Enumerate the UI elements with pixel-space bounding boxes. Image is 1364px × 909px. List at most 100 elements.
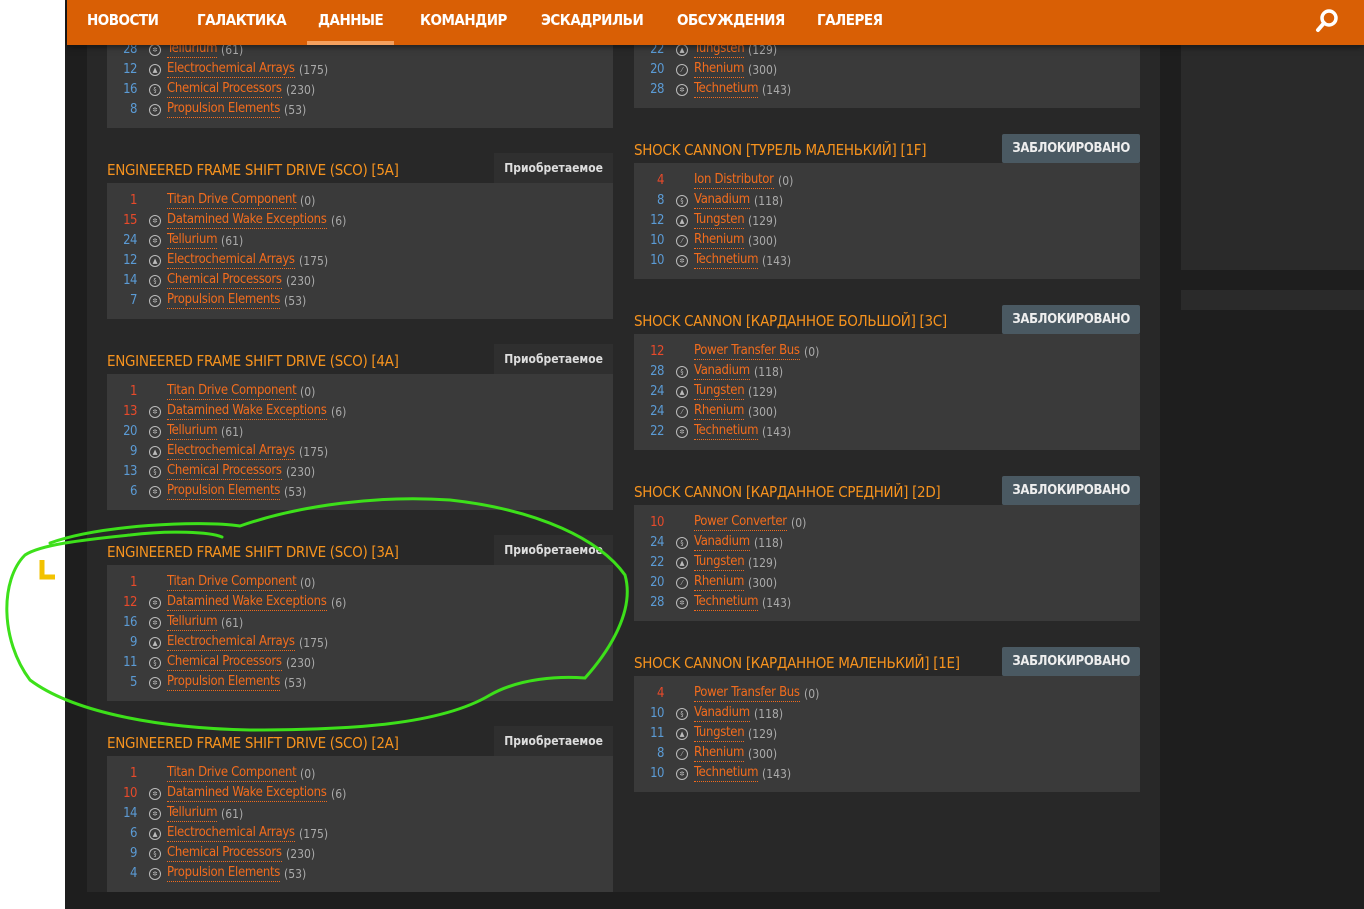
material-name[interactable]: Electrochemical Arrays <box>167 443 295 458</box>
material-name[interactable]: Tungsten <box>694 212 745 227</box>
material-link[interactable]: Rhenium <box>694 744 744 762</box>
material-name[interactable]: Propulsion Elements <box>167 292 281 307</box>
material-link[interactable]: Tellurium <box>167 613 218 631</box>
material-name[interactable]: Tellurium <box>167 614 218 629</box>
material-link[interactable]: Electrochemical Arrays <box>167 251 295 269</box>
material-name[interactable]: Propulsion Elements <box>167 674 281 689</box>
material-link[interactable]: Rhenium <box>694 60 744 78</box>
material-link[interactable]: Technetium <box>694 593 759 611</box>
material-link[interactable]: Datamined Wake Exceptions <box>167 784 327 802</box>
material-link[interactable]: Propulsion Elements <box>167 864 280 882</box>
material-name[interactable]: Power Transfer Bus <box>694 685 800 700</box>
material-link[interactable]: Propulsion Elements <box>167 100 280 118</box>
material-link[interactable]: Vanadium <box>694 362 750 380</box>
material-link[interactable]: Power Transfer Bus <box>694 342 800 360</box>
material-link[interactable]: Tellurium <box>167 804 218 822</box>
material-name[interactable]: Rhenium <box>694 574 745 589</box>
material-name[interactable]: Technetium <box>694 765 759 780</box>
search-icon[interactable] <box>1314 8 1340 34</box>
material-link[interactable]: Datamined Wake Exceptions <box>167 593 327 611</box>
material-name[interactable]: Rhenium <box>694 232 745 247</box>
material-name[interactable]: Chemical Processors <box>167 654 282 669</box>
card-title[interactable]: ENGINEERED FRAME SHIFT DRIVE (SCO) [4A] <box>107 352 399 370</box>
material-name[interactable]: Vanadium <box>694 363 750 378</box>
material-link[interactable]: Electrochemical Arrays <box>167 442 295 460</box>
material-link[interactable]: Titan Drive Component <box>167 191 297 209</box>
material-name[interactable]: Titan Drive Component <box>167 383 297 398</box>
material-link[interactable]: Technetium <box>694 422 759 440</box>
material-link[interactable]: Tungsten <box>694 382 745 400</box>
material-name[interactable]: Electrochemical Arrays <box>167 825 295 840</box>
material-link[interactable]: Tellurium <box>167 231 218 249</box>
material-link[interactable]: Chemical Processors <box>167 653 282 671</box>
material-name[interactable]: Tellurium <box>167 805 218 820</box>
material-link[interactable]: Vanadium <box>694 704 750 722</box>
card-title[interactable]: SHOCK CANNON [ТУРЕЛЬ МАЛЕНЬКИЙ] [1F] <box>634 141 927 159</box>
material-name[interactable]: Chemical Processors <box>167 463 282 478</box>
nav-commander[interactable]: КОМАНДИР <box>420 11 507 29</box>
material-name[interactable]: Propulsion Elements <box>167 865 281 880</box>
material-name[interactable]: Datamined Wake Exceptions <box>167 403 327 418</box>
material-link[interactable]: Datamined Wake Exceptions <box>167 402 327 420</box>
material-link[interactable]: Technetium <box>694 80 759 98</box>
material-link[interactable]: Tungsten <box>694 724 745 742</box>
material-link[interactable]: Tungsten <box>694 553 745 571</box>
material-name[interactable]: Vanadium <box>694 534 750 549</box>
material-link[interactable]: Chemical Processors <box>167 462 282 480</box>
material-link[interactable]: Rhenium <box>694 402 744 420</box>
material-name[interactable]: Titan Drive Component <box>167 765 297 780</box>
card-title[interactable]: ENGINEERED FRAME SHIFT DRIVE (SCO) [3A] <box>107 543 399 561</box>
nav-galaxy[interactable]: ГАЛАКТИКА <box>197 11 287 29</box>
material-name[interactable]: Power Transfer Bus <box>694 343 800 358</box>
material-name[interactable]: Power Converter <box>694 514 787 529</box>
material-name[interactable]: Vanadium <box>694 192 750 207</box>
material-link[interactable]: Tellurium <box>167 422 218 440</box>
material-link[interactable]: Titan Drive Component <box>167 573 297 591</box>
material-link[interactable]: Ion Distributor <box>694 171 774 189</box>
card-title[interactable]: SHOCK CANNON [КАРДАННОЕ СРЕДНИЙ] [2D] <box>634 483 941 501</box>
material-link[interactable]: Propulsion Elements <box>167 291 280 309</box>
material-link[interactable]: Rhenium <box>694 231 744 249</box>
material-name[interactable]: Rhenium <box>694 745 745 760</box>
material-name[interactable]: Technetium <box>694 423 759 438</box>
material-link[interactable]: Technetium <box>694 251 759 269</box>
material-name[interactable]: Chemical Processors <box>167 272 282 287</box>
material-name[interactable]: Rhenium <box>694 403 745 418</box>
material-name[interactable]: Electrochemical Arrays <box>167 252 295 267</box>
material-name[interactable]: Datamined Wake Exceptions <box>167 785 327 800</box>
nav-gallery[interactable]: ГАЛЕРЕЯ <box>817 11 883 29</box>
card-title[interactable]: ENGINEERED FRAME SHIFT DRIVE (SCO) [2A] <box>107 734 399 752</box>
material-link[interactable]: Power Transfer Bus <box>694 684 800 702</box>
material-link[interactable]: Tungsten <box>694 211 745 229</box>
material-name[interactable]: Chemical Processors <box>167 845 282 860</box>
material-link[interactable]: Electrochemical Arrays <box>167 60 295 78</box>
nav-discussions[interactable]: ОБСУЖДЕНИЯ <box>677 11 785 29</box>
material-name[interactable]: Propulsion Elements <box>167 101 281 116</box>
material-link[interactable]: Vanadium <box>694 533 750 551</box>
material-name[interactable]: Propulsion Elements <box>167 483 281 498</box>
material-link[interactable]: Technetium <box>694 764 759 782</box>
material-name[interactable]: Vanadium <box>694 705 750 720</box>
material-link[interactable]: Rhenium <box>694 573 744 591</box>
nav-news[interactable]: НОВОСТИ <box>87 11 159 29</box>
nav-data[interactable]: ДАННЫЕ <box>307 0 395 45</box>
material-link[interactable]: Datamined Wake Exceptions <box>167 211 327 229</box>
material-name[interactable]: Rhenium <box>694 61 745 76</box>
material-name[interactable]: Titan Drive Component <box>167 192 297 207</box>
material-link[interactable]: Vanadium <box>694 191 750 209</box>
material-name[interactable]: Technetium <box>694 252 759 267</box>
material-name[interactable]: Electrochemical Arrays <box>167 634 295 649</box>
material-name[interactable]: Tungsten <box>694 554 745 569</box>
material-name[interactable]: Tellurium <box>167 232 218 247</box>
card-title[interactable]: ENGINEERED FRAME SHIFT DRIVE (SCO) [5A] <box>107 161 399 179</box>
material-link[interactable]: Electrochemical Arrays <box>167 824 295 842</box>
material-link[interactable]: Chemical Processors <box>167 271 282 289</box>
material-name[interactable]: Titan Drive Component <box>167 574 297 589</box>
material-name[interactable]: Chemical Processors <box>167 81 282 96</box>
material-name[interactable]: Tellurium <box>167 423 218 438</box>
material-link[interactable]: Chemical Processors <box>167 80 282 98</box>
material-link[interactable]: Power Converter <box>694 513 787 531</box>
material-link[interactable]: Titan Drive Component <box>167 382 297 400</box>
card-title[interactable]: SHOCK CANNON [КАРДАННОЕ МАЛЕНЬКИЙ] [1E] <box>634 654 960 672</box>
material-name[interactable]: Technetium <box>694 594 759 609</box>
